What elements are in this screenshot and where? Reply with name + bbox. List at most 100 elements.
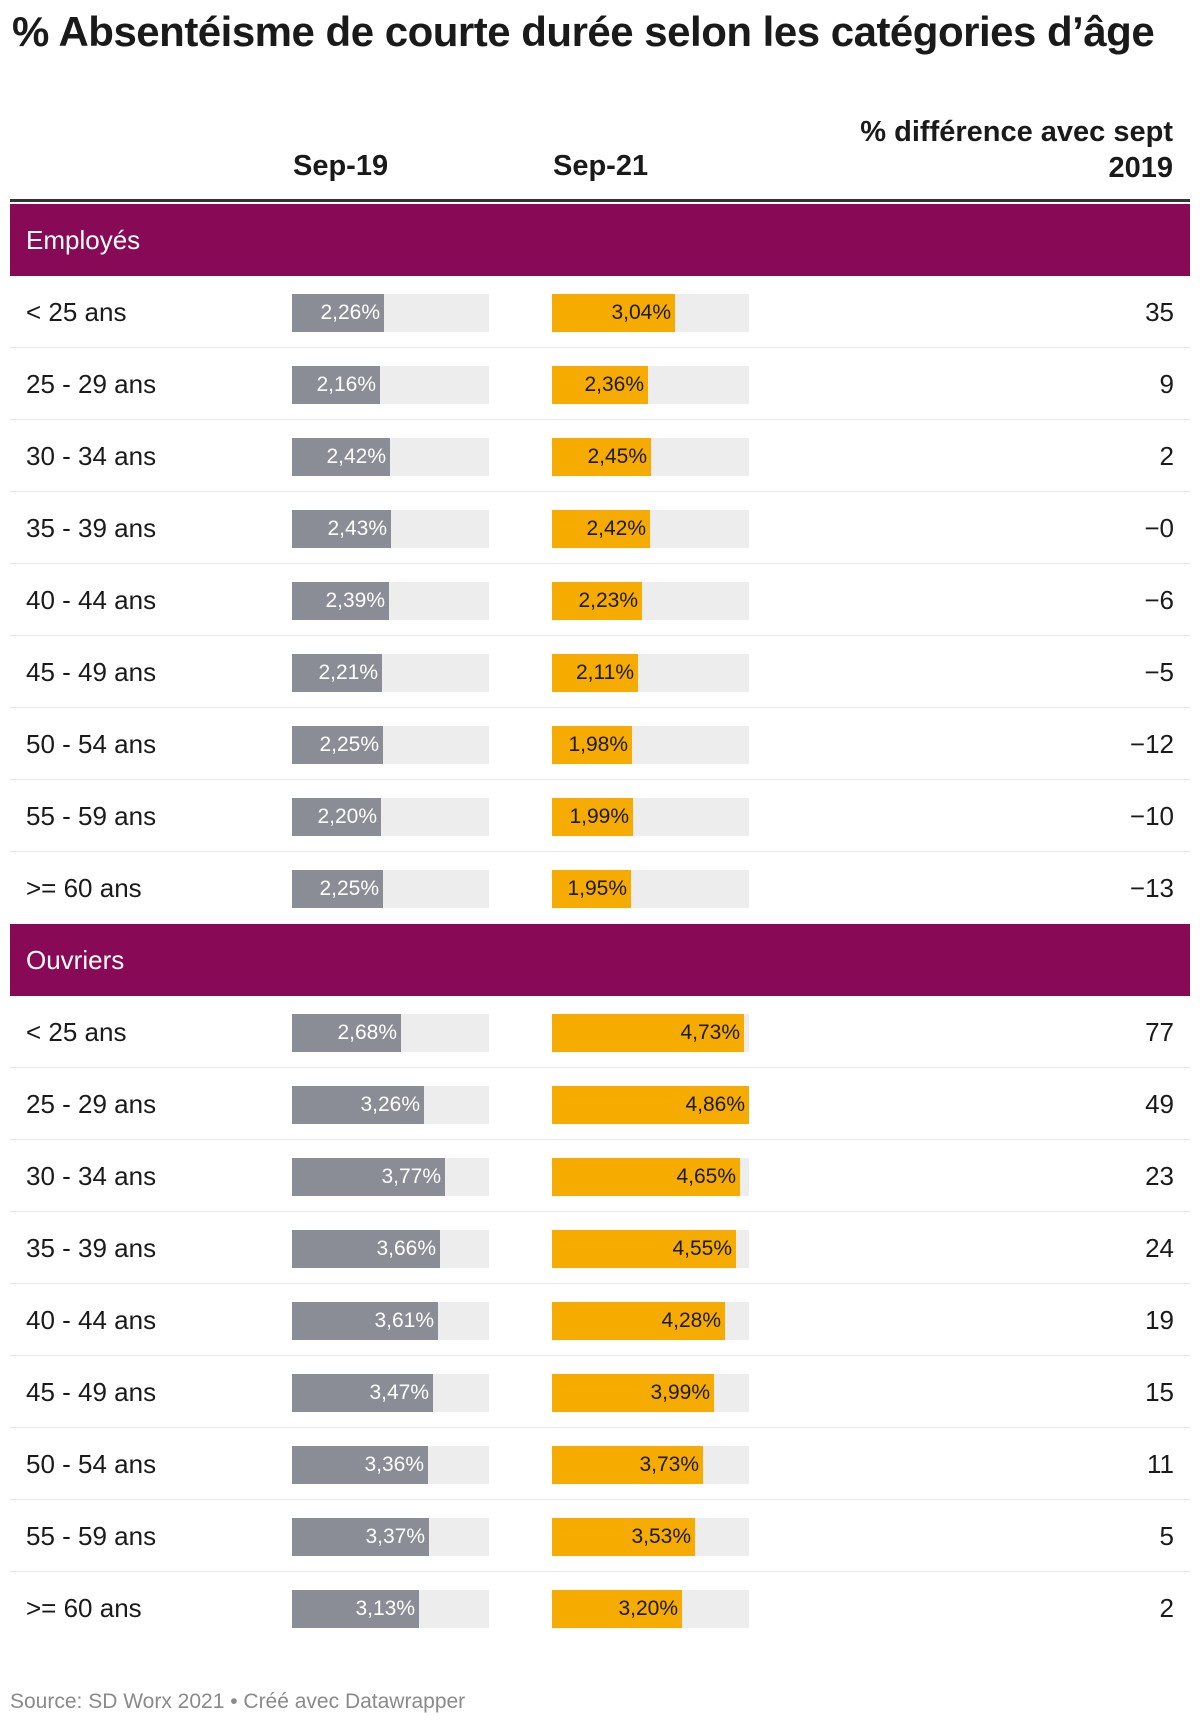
sep19-bar (292, 1302, 438, 1340)
table-row: 50 - 54 ans 3,36% 3,73% 11 (10, 1428, 1190, 1500)
row-label: >= 60 ans (26, 1593, 142, 1623)
row-label: 40 - 44 ans (26, 1305, 157, 1335)
sep21-bar-track: 1,99% (552, 798, 749, 836)
sep19-value-label: 3,47% (369, 1381, 429, 1404)
sep21-value-label: 2,42% (586, 517, 646, 540)
sep19-value-label: 3,61% (374, 1309, 434, 1332)
sep19-bar (292, 726, 383, 764)
row-label: < 25 ans (26, 297, 127, 327)
sep19-bar-track: 3,47% (292, 1374, 489, 1412)
difference-value: 49 (1145, 1089, 1174, 1119)
row-label: < 25 ans (26, 1017, 127, 1047)
table-row: 40 - 44 ans 3,61% 4,28% 19 (10, 1284, 1190, 1356)
table-row: >= 60 ans 3,13% 3,20% 2 (10, 1572, 1190, 1644)
sep21-bar (552, 510, 650, 548)
difference-value: −6 (1144, 585, 1174, 615)
sep21-value-label: 4,55% (672, 1237, 732, 1260)
sep19-value-label: 2,25% (319, 877, 379, 900)
sep21-value-label: 1,95% (567, 877, 627, 900)
sep19-bar (292, 870, 383, 908)
sep19-bar (292, 1158, 445, 1196)
sep19-bar-track: 3,61% (292, 1302, 489, 1340)
sep21-bar-track: 2,23% (552, 582, 749, 620)
difference-value: 19 (1145, 1305, 1174, 1335)
sep19-bar (292, 1014, 401, 1052)
sep19-bar-track: 2,20% (292, 798, 489, 836)
sep19-bar-track: 2,39% (292, 582, 489, 620)
sep21-value-label: 2,36% (584, 373, 644, 396)
sep21-bar-track: 4,28% (552, 1302, 749, 1340)
difference-value: −10 (1129, 801, 1174, 831)
sep21-bar-track: 3,99% (552, 1374, 749, 1412)
sep21-value-label: 4,86% (685, 1093, 745, 1116)
sep21-value-label: 4,73% (680, 1021, 740, 1044)
sep19-bar (292, 1446, 428, 1484)
sep21-value-label: 4,65% (676, 1165, 736, 1188)
sep19-bar (292, 654, 382, 692)
sep19-bar-track: 2,42% (292, 438, 489, 476)
sep21-bar-track: 2,42% (552, 510, 749, 548)
sep21-bar-track: 4,86% (552, 1086, 749, 1124)
sep19-bar (292, 1086, 424, 1124)
difference-value: 9 (1159, 369, 1174, 399)
sep19-bar-track: 3,13% (292, 1590, 489, 1628)
sep21-value-label: 3,99% (650, 1381, 710, 1404)
sep21-bar-track: 1,95% (552, 870, 749, 908)
table-row: 30 - 34 ans 2,42% 2,45% 2 (10, 420, 1190, 492)
sep19-bar-track: 2,21% (292, 654, 489, 692)
sep19-bar-track: 3,26% (292, 1086, 489, 1124)
sep21-bar (552, 582, 642, 620)
sep21-bar (552, 1374, 714, 1412)
sep19-value-label: 2,68% (337, 1021, 397, 1044)
sep19-bar-track: 3,37% (292, 1518, 489, 1556)
sep19-bar (292, 294, 384, 332)
difference-value: −0 (1144, 513, 1174, 543)
sep19-bar-track: 2,68% (292, 1014, 489, 1052)
row-label: 35 - 39 ans (26, 513, 157, 543)
chart-title: % Absentéisme de courte durée selon les … (12, 8, 1155, 55)
sep19-bar (292, 438, 390, 476)
table-row: 25 - 29 ans 3,26% 4,86% 49 (10, 1068, 1190, 1140)
sep21-bar-track: 3,04% (552, 294, 749, 332)
sep19-value-label: 2,20% (317, 805, 377, 828)
table-row: 50 - 54 ans 2,25% 1,98% −12 (10, 708, 1190, 780)
sep19-bar (292, 798, 381, 836)
row-label: 30 - 34 ans (26, 1161, 157, 1191)
sep19-value-label: 3,37% (365, 1525, 425, 1548)
sep19-value-label: 3,66% (376, 1237, 436, 1260)
row-label: 40 - 44 ans (26, 585, 157, 615)
sep19-bar-track: 2,43% (292, 510, 489, 548)
column-header-difference: % différence avec sept 2019 (860, 116, 1173, 184)
sep19-value-label: 2,42% (326, 445, 386, 468)
difference-value: −12 (1129, 729, 1174, 759)
sep19-value-label: 2,43% (327, 517, 387, 540)
sep19-bar (292, 366, 380, 404)
difference-value: 24 (1145, 1233, 1174, 1263)
header-rule (10, 199, 1190, 202)
sep21-value-label: 1,98% (568, 733, 628, 756)
sep19-value-label: 3,13% (355, 1597, 415, 1620)
group-header: Ouvriers (10, 924, 1190, 996)
sep21-value-label: 4,28% (661, 1309, 721, 1332)
sep21-bar (552, 366, 648, 404)
sep19-value-label: 2,16% (316, 373, 376, 396)
table-row: 25 - 29 ans 2,16% 2,36% 9 (10, 348, 1190, 420)
sep19-bar-track: 2,16% (292, 366, 489, 404)
difference-value: −13 (1129, 873, 1174, 903)
sep19-value-label: 2,39% (325, 589, 385, 612)
sep21-bar-track: 3,20% (552, 1590, 749, 1628)
table-row: 40 - 44 ans 2,39% 2,23% −6 (10, 564, 1190, 636)
row-label: 45 - 49 ans (26, 1377, 157, 1407)
table-row: 55 - 59 ans 2,20% 1,99% −10 (10, 780, 1190, 852)
sep19-value-label: 3,77% (381, 1165, 441, 1188)
sep19-bar-track: 2,26% (292, 294, 489, 332)
sep21-value-label: 1,99% (569, 805, 629, 828)
column-header-sep21: Sep-21 (553, 150, 649, 182)
row-label: 35 - 39 ans (26, 1233, 157, 1263)
sep19-value-label: 2,21% (318, 661, 378, 684)
sep19-bar (292, 582, 389, 620)
sep21-bar-track: 4,55% (552, 1230, 749, 1268)
sep19-bar (292, 1374, 433, 1412)
sep21-bar (552, 1590, 682, 1628)
sep19-bar (292, 1518, 429, 1556)
